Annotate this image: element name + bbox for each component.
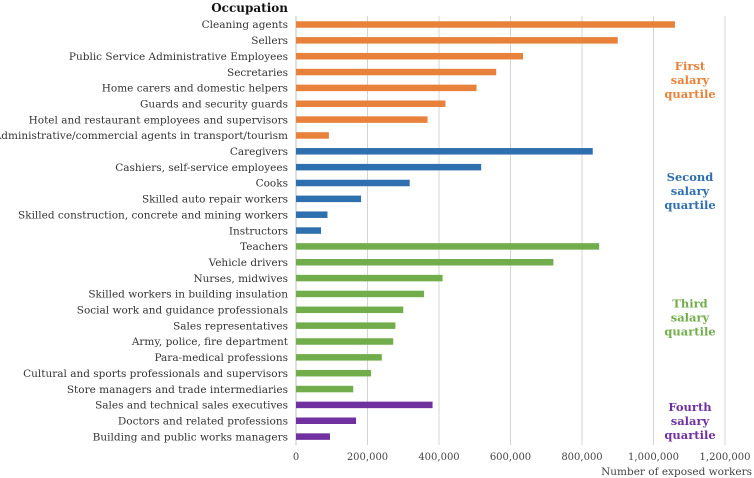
bar [296,211,328,218]
category-label: Doctors and related professions [118,415,288,427]
bar [296,84,477,92]
bar [296,385,354,393]
bar [296,306,404,314]
group-label: Third salary quartile [664,297,715,339]
bar [296,243,600,250]
category-label: Cultural and sports professionals and su… [23,368,288,380]
bar [296,52,524,60]
bar [296,163,482,171]
bar [296,354,382,361]
category-label: Nurses, midwives [193,273,288,285]
bar [296,338,394,345]
group-label: Fourth salary quartile [664,400,715,442]
category-label: Cashiers, self-service employees [115,162,288,174]
category-label: Store managers and trade intermediaries [67,384,288,396]
x-tick-labels: 0 200,000 400,000 600,000 800,000 1,000,000 1,… [293,452,751,463]
x-tick-label: 0 [293,452,299,463]
bar [296,21,675,28]
bar [296,259,554,266]
category-label: Building and public works managers [93,431,288,443]
x-tick-label: 200,000 [347,452,388,463]
category-label: Social work and guidance professionals [77,305,288,317]
category-label: Vehicle drivers [208,257,288,269]
category-label: Instructors [229,225,288,237]
category-axis-title: Occupation [211,1,288,15]
bar [296,322,396,329]
x-tick-label: 800,000 [561,452,602,463]
x-tick-label: 1,000,000 [628,452,679,463]
category-label: Secretaries [227,67,288,79]
bar [296,290,424,298]
category-label: Caregivers [230,146,288,158]
category-label: Sales representatives [173,320,288,332]
group-labels: First salary quartile Second salary quartile T… [664,59,715,442]
bar [296,179,410,187]
x-tick-label: 400,000 [418,452,459,463]
category-label: Sales and technical sales executives [95,400,288,412]
bar [296,401,433,409]
category-label: Sellers [251,35,288,47]
bar [296,148,593,155]
x-axis-title: Number of exposed workers [601,466,752,478]
category-label: Army, police, fire department [131,336,289,348]
category-label: Cleaning agents [202,19,288,31]
x-tick-label: 1,200,000 [700,452,751,463]
bar [296,68,497,76]
bar [296,195,362,203]
gridlines [295,16,726,445]
bar [296,132,329,139]
bar [296,433,330,440]
category-label: Hotel and restaurant employees and super… [29,114,288,126]
group-label: First salary quartile [664,59,715,101]
bars [296,21,675,440]
category-label: Skilled auto repair workers [142,194,288,206]
bar [296,227,322,234]
category-label: Para-medical professions [154,352,288,364]
group-label: Second salary quartile [664,170,715,212]
bar [296,100,446,107]
bar [296,274,443,282]
category-label: Home carers and domestic helpers [102,83,288,95]
bar [296,417,357,424]
bar [296,37,618,44]
category-label: Cooks [256,178,288,190]
category-label: Public Service Administrative Employees [69,51,288,63]
category-label: Skilled workers in building insulation [88,289,288,301]
bar [296,369,372,377]
x-tick-label: 600,000 [490,452,531,463]
category-labels: Cleaning agents Sellers Public Service Adm… [0,19,289,443]
category-label: Administrative/commercial agents in tran… [0,130,288,142]
category-label: Guards and security guards [140,98,288,110]
bar [296,116,428,123]
category-label: Skilled construction, concrete and minin… [18,209,288,221]
category-label: Teachers [240,241,288,253]
